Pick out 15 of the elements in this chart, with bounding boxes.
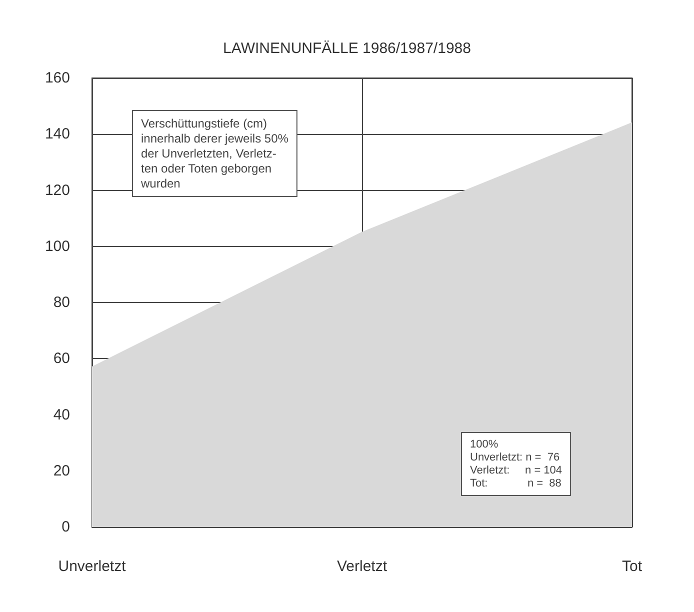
y-tick-label: 140 bbox=[44, 126, 70, 143]
annotation: Verschüttungstiefe (cm) innerhalb derer jeweils 50% der Unverletzten, Verletz- ten oder Toten geborgen wurden bbox=[140, 116, 289, 190]
y-tick-label: 160 bbox=[44, 70, 70, 86]
y-tick-label: 40 bbox=[53, 406, 70, 424]
y-tick-label: 60 bbox=[53, 350, 70, 368]
y-tick-label: 20 bbox=[53, 462, 70, 480]
x-tick-label: Unverletzt bbox=[58, 558, 127, 575]
chart-title: LAWINENUNFÄLLE 1986/1987/1988 bbox=[223, 40, 471, 57]
y-tick-label: 100 bbox=[44, 238, 70, 255]
x-tick-label: Tot bbox=[622, 558, 643, 575]
y-tick-label: 120 bbox=[44, 182, 70, 199]
annotation: 100% Unverletzt: n = 76 Verletzt: n = 104 Tot: n = 88 bbox=[470, 438, 562, 490]
y-tick-label: 80 bbox=[53, 294, 70, 311]
y-tick-label: 0 bbox=[62, 518, 70, 536]
x-tick-label: Verletzt bbox=[336, 558, 388, 575]
